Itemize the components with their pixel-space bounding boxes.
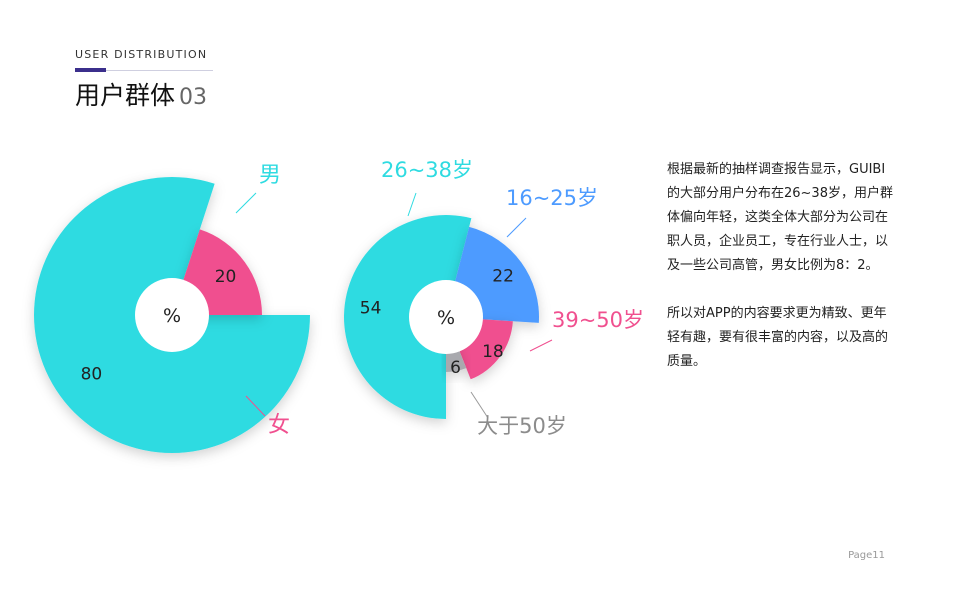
- leader-line: [529, 339, 553, 352]
- pie-value-label: 6: [450, 358, 461, 378]
- pie-center-label: %: [163, 305, 181, 327]
- leader-line: [245, 395, 266, 417]
- pie-slice: [344, 215, 472, 419]
- pie-category-label: 女: [268, 413, 290, 438]
- leader-line: [470, 391, 489, 419]
- page-number: Page11: [848, 550, 885, 561]
- pie-value-label: 22: [492, 267, 514, 287]
- pie-category-label: 大于50岁: [477, 414, 567, 438]
- pie-value-label: 80: [81, 365, 103, 385]
- pie-category-label: 16~25岁: [506, 186, 598, 210]
- page-title: 用户群体 03: [75, 76, 207, 112]
- pie-center-hole: [135, 278, 209, 352]
- page-title-text: 用户群体: [75, 81, 176, 110]
- pie-center-hole: [409, 280, 483, 354]
- pie-value-label: 18: [482, 342, 504, 362]
- title-rule: [75, 70, 213, 71]
- title-rule-accent: [75, 68, 106, 72]
- pie-value-label: 54: [360, 298, 382, 318]
- pie-category-label: 26~38岁: [381, 158, 473, 182]
- description: 根据最新的抽样调查报告显示，GUIBI的大部分用户分布在26~38岁，用户群体偏…: [667, 158, 897, 398]
- description-paragraph-2: 所以对APP的内容要求更为精致、更年轻有趣，要有很丰富的内容，以及高的质量。: [667, 306, 889, 369]
- description-paragraph-1: 根据最新的抽样调查报告显示，GUIBI的大部分用户分布在26~38岁，用户群体偏…: [667, 162, 893, 273]
- pie-category-label: 39~50岁: [552, 308, 644, 332]
- leader-line: [235, 192, 257, 214]
- gender-chart: % 80 20 男女: [34, 163, 310, 453]
- pie-category-label: 男: [259, 163, 281, 188]
- leader-line: [506, 217, 527, 238]
- pie-center-label: %: [437, 307, 455, 329]
- page-title-number: 03: [179, 85, 208, 110]
- pie-value-label: 20: [215, 267, 237, 287]
- leader-line: [407, 192, 417, 217]
- section-subtitle: USER DISTRIBUTION: [75, 48, 208, 61]
